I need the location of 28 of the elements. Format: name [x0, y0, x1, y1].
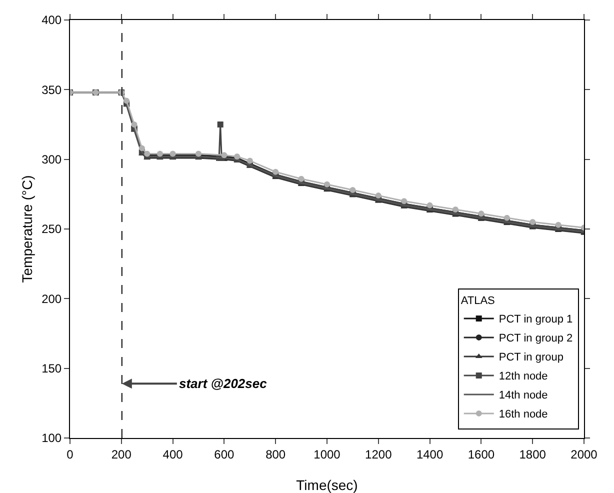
legend-title: ATLAS — [460, 294, 495, 307]
legend-label: 12th node — [498, 370, 548, 383]
ref-line-label: start @202sec — [179, 376, 268, 391]
y-tick-label: 300 — [42, 152, 62, 167]
x-tick-label: 0 — [66, 447, 74, 462]
x-tick-label: 1400 — [416, 447, 444, 462]
y-tick-label: 250 — [42, 222, 62, 236]
x-tick-label: 600 — [214, 447, 235, 462]
y-tick-label: 150 — [42, 362, 62, 376]
x-tick-label: 1600 — [468, 447, 495, 462]
legend-label: 14th node — [498, 390, 548, 402]
x-tick-label: 200 — [111, 447, 132, 462]
legend-label: PCT in group 1 — [498, 314, 573, 326]
x-tick-label: 1200 — [365, 447, 392, 462]
x-tick-label: 800 — [266, 447, 286, 462]
x-tick-label: 1800 — [519, 447, 546, 462]
legend-label: 16th node — [498, 408, 548, 421]
y-tick-label: 200 — [42, 292, 62, 306]
y-tick-label: 400 — [42, 13, 62, 28]
x-axis-title: Time(sec) — [296, 477, 358, 493]
legend-label: PCT in group 2 — [498, 332, 573, 345]
x-tick-label: 1000 — [314, 447, 341, 462]
y-tick-label: 350 — [42, 82, 62, 97]
legend-label: PCT in group — [498, 352, 564, 364]
y-tick-label: 100 — [42, 431, 62, 446]
x-tick-label: 400 — [162, 447, 184, 462]
y-axis-title: Temperature (°C) — [19, 175, 35, 283]
x-tick-label: 2000 — [570, 447, 598, 462]
